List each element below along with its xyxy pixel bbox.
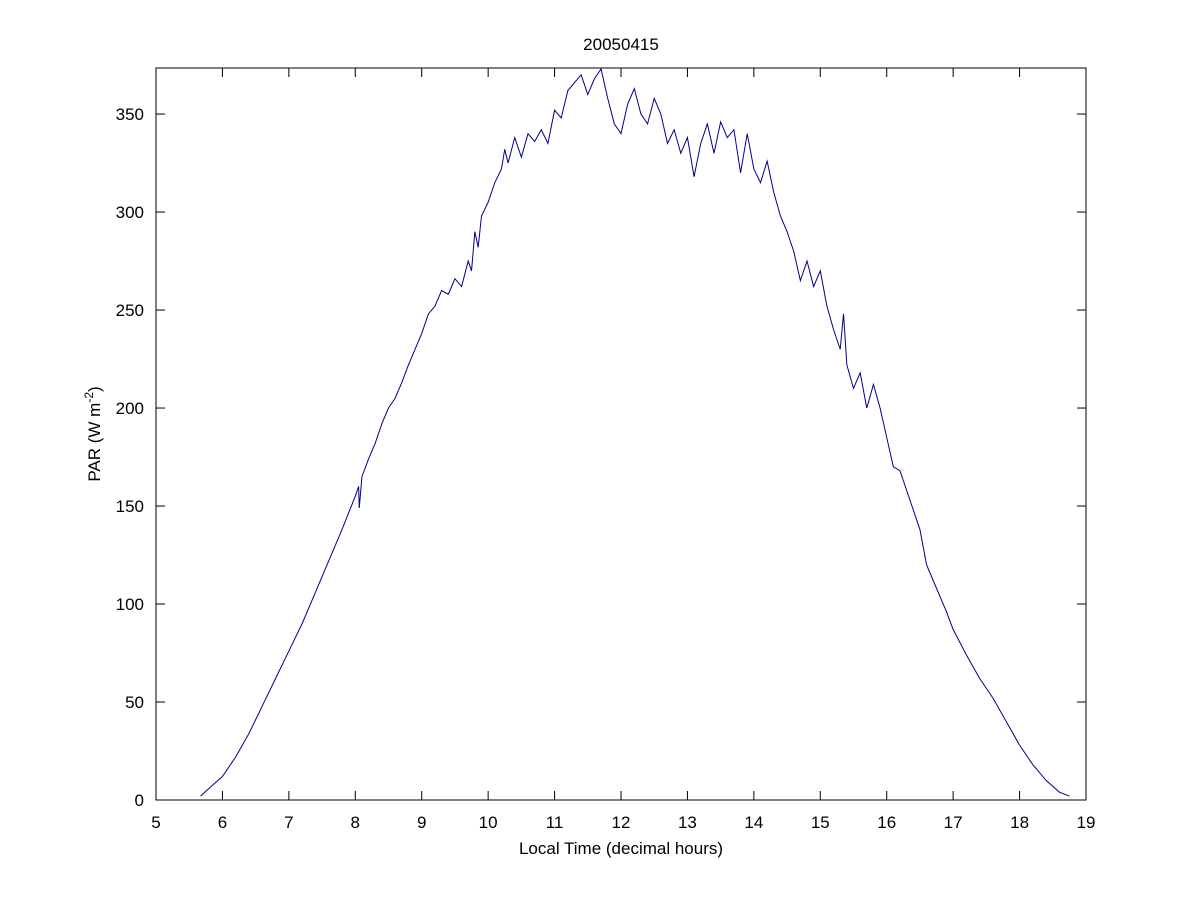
x-tick-label: 12	[612, 813, 631, 832]
x-tick-label: 6	[218, 813, 227, 832]
y-label-end: )	[85, 386, 104, 392]
x-tick-label: 15	[811, 813, 830, 832]
y-label-main: PAR (W m	[85, 403, 104, 482]
x-tick-label: 7	[284, 813, 293, 832]
y-tick-label: 250	[116, 301, 144, 320]
x-axis-label: Local Time (decimal hours)	[519, 839, 723, 858]
y-axis-label: PAR (W m-2)	[82, 386, 104, 481]
data-line	[200, 67, 1070, 797]
y-label-sup: -2	[82, 392, 96, 403]
chart-title: 20050415	[583, 35, 659, 54]
y-tick-label: 150	[116, 497, 144, 516]
y-tick-label: 350	[116, 105, 144, 124]
x-tick-label: 17	[944, 813, 963, 832]
x-tick-label: 16	[877, 813, 896, 832]
x-tick-label: 14	[744, 813, 763, 832]
y-tick-label: 0	[135, 791, 144, 810]
x-tick-label: 10	[479, 813, 498, 832]
y-tick-label: 300	[116, 203, 144, 222]
x-tick-label: 9	[417, 813, 426, 832]
y-tick-label: 200	[116, 399, 144, 418]
y-tick-label: 50	[125, 693, 144, 712]
x-tick-label: 18	[1010, 813, 1029, 832]
x-tick-label: 19	[1077, 813, 1096, 832]
y-tick-label: 100	[116, 595, 144, 614]
x-tick-label: 11	[546, 813, 564, 832]
x-tick-label: 8	[351, 813, 360, 832]
x-tick-label: 13	[678, 813, 697, 832]
x-tick-label: 5	[151, 813, 160, 832]
